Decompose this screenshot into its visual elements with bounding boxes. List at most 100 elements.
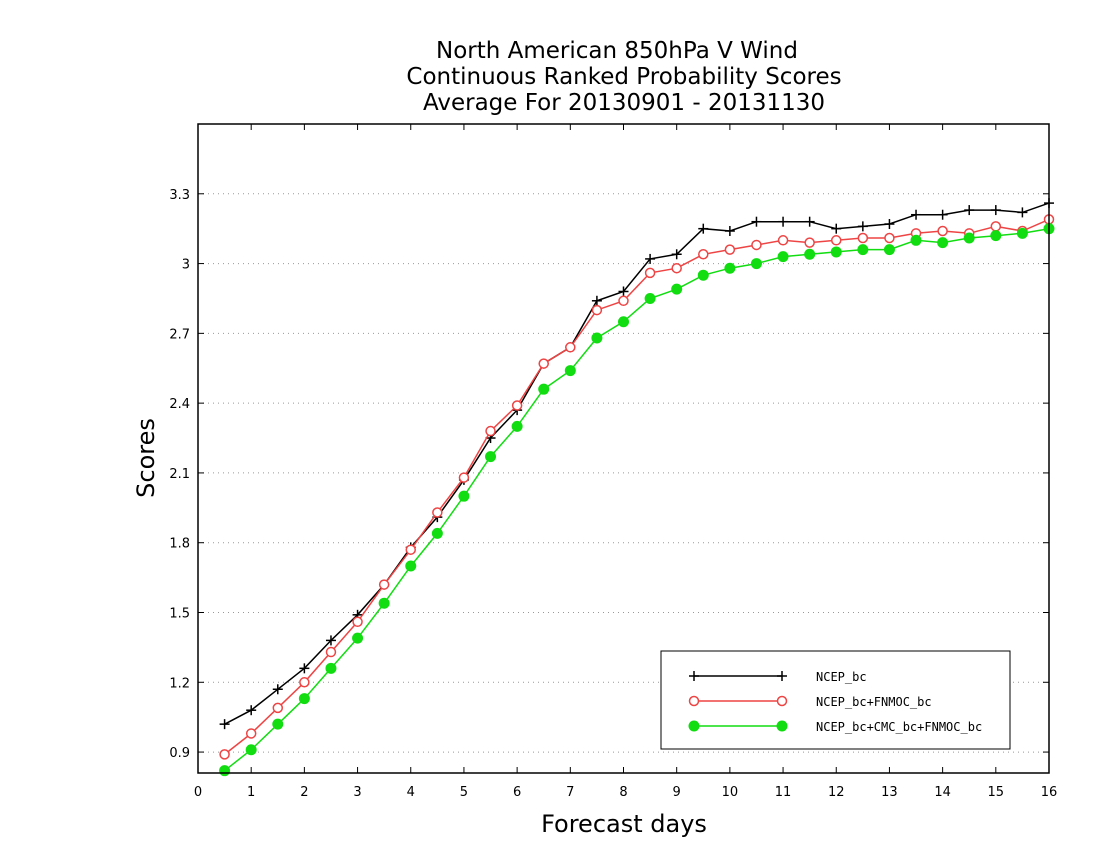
x-tick-label: 13	[881, 785, 898, 800]
y-tick-label: 2.4	[169, 397, 190, 412]
data-point	[750, 258, 762, 270]
data-point	[378, 597, 390, 609]
data-point	[511, 400, 523, 411]
data-point	[618, 295, 629, 307]
data-point	[245, 744, 257, 756]
data-point	[724, 262, 736, 274]
series-line	[224, 202, 1050, 725]
data-point	[405, 560, 417, 572]
data-point	[618, 286, 629, 297]
y-tick-label: 1.2	[169, 676, 190, 691]
data-point	[298, 693, 310, 705]
data-point	[591, 295, 602, 306]
legend-marker	[777, 671, 787, 681]
data-point	[937, 209, 948, 220]
data-point	[671, 262, 682, 274]
data-point	[831, 235, 842, 246]
data-point	[564, 365, 576, 377]
x-tick-label: 5	[460, 785, 468, 800]
data-point	[990, 221, 1002, 232]
y-axis-ticks: 0.9 1.2 1.5 1.8 2.1 2.4 2.7 3 3.3	[169, 188, 1049, 761]
data-point	[644, 292, 656, 304]
data-point	[591, 332, 603, 344]
data-point	[485, 425, 496, 437]
gridlines	[198, 193, 1049, 753]
y-axis-label: Scores	[132, 418, 160, 498]
data-point	[219, 719, 230, 730]
data-point	[963, 232, 975, 244]
data-point	[990, 205, 1001, 216]
series-1	[219, 198, 1054, 730]
data-point	[245, 728, 257, 739]
data-point	[591, 304, 603, 316]
data-point	[299, 663, 310, 674]
x-tick-label: 11	[775, 785, 792, 800]
data-point	[325, 662, 337, 674]
data-point	[964, 205, 975, 216]
data-point	[910, 234, 922, 246]
data-point	[432, 507, 443, 518]
data-point	[272, 684, 283, 695]
data-point	[698, 223, 709, 234]
data-point	[565, 342, 576, 353]
y-tick-label: 1.8	[169, 537, 190, 552]
x-tick-label: 7	[566, 785, 574, 800]
x-tick-label: 6	[513, 785, 521, 800]
data-point	[299, 677, 310, 688]
data-point	[857, 221, 868, 232]
data-point	[272, 702, 284, 714]
y-tick-label: 3.3	[169, 188, 190, 203]
data-point	[378, 579, 390, 590]
data-point	[246, 705, 257, 716]
data-point	[804, 216, 815, 227]
data-point	[751, 239, 762, 251]
x-tick-label: 12	[828, 785, 845, 800]
data-point	[778, 216, 789, 227]
data-point	[325, 646, 337, 658]
data-point	[645, 253, 656, 264]
data-point	[405, 544, 416, 555]
data-point	[884, 232, 895, 244]
legend-entry: NCEP_bc	[689, 670, 867, 684]
data-point	[883, 244, 895, 256]
data-point	[1017, 207, 1028, 218]
legend-box	[660, 650, 1011, 750]
data-point	[431, 527, 443, 539]
data-point	[219, 749, 230, 760]
data-point	[352, 616, 363, 628]
legend-label: NCEP_bc	[816, 670, 867, 684]
y-tick-label: 2.1	[169, 467, 190, 482]
chart-title-line-2: Continuous Ranked Probability Scores	[406, 64, 841, 90]
data-point	[671, 283, 683, 295]
x-axis-label: Forecast days	[541, 810, 707, 838]
data-point	[698, 249, 709, 260]
data-point	[671, 249, 682, 260]
x-tick-label: 2	[300, 785, 308, 800]
data-point	[272, 718, 284, 730]
data-point	[937, 237, 949, 249]
data-point	[458, 472, 470, 483]
legend-entry: NCEP_bc+CMC_bc+FNMOC_bc	[688, 720, 982, 734]
chart-title: North American 850hPa V Wind Continuous …	[406, 38, 841, 116]
x-tick-label: 1	[247, 785, 255, 800]
legend-label: NCEP_bc+FNMOC_bc	[816, 695, 932, 709]
data-point	[777, 235, 789, 246]
legend-label: NCEP_bc+CMC_bc+FNMOC_bc	[816, 720, 982, 734]
chart-title-line-3: Average For 20130901 - 20131130	[423, 90, 825, 116]
data-point	[830, 246, 842, 258]
data-point	[458, 490, 470, 502]
x-axis-ticks: 0 1 2 3 4 5 6 7 8 9 10 11 12 13 14 15 16	[194, 124, 1057, 800]
x-tick-label: 14	[934, 785, 951, 800]
data-point	[538, 358, 549, 369]
data-point	[990, 230, 1002, 242]
series-layer	[219, 198, 1055, 777]
data-point	[884, 219, 895, 230]
y-tick-label: 0.9	[169, 746, 190, 761]
data-point	[511, 420, 523, 432]
series-3	[219, 223, 1055, 777]
x-tick-label: 16	[1041, 785, 1058, 800]
x-tick-label: 9	[673, 785, 681, 800]
data-point	[724, 244, 736, 255]
y-tick-label: 1.5	[169, 606, 190, 621]
